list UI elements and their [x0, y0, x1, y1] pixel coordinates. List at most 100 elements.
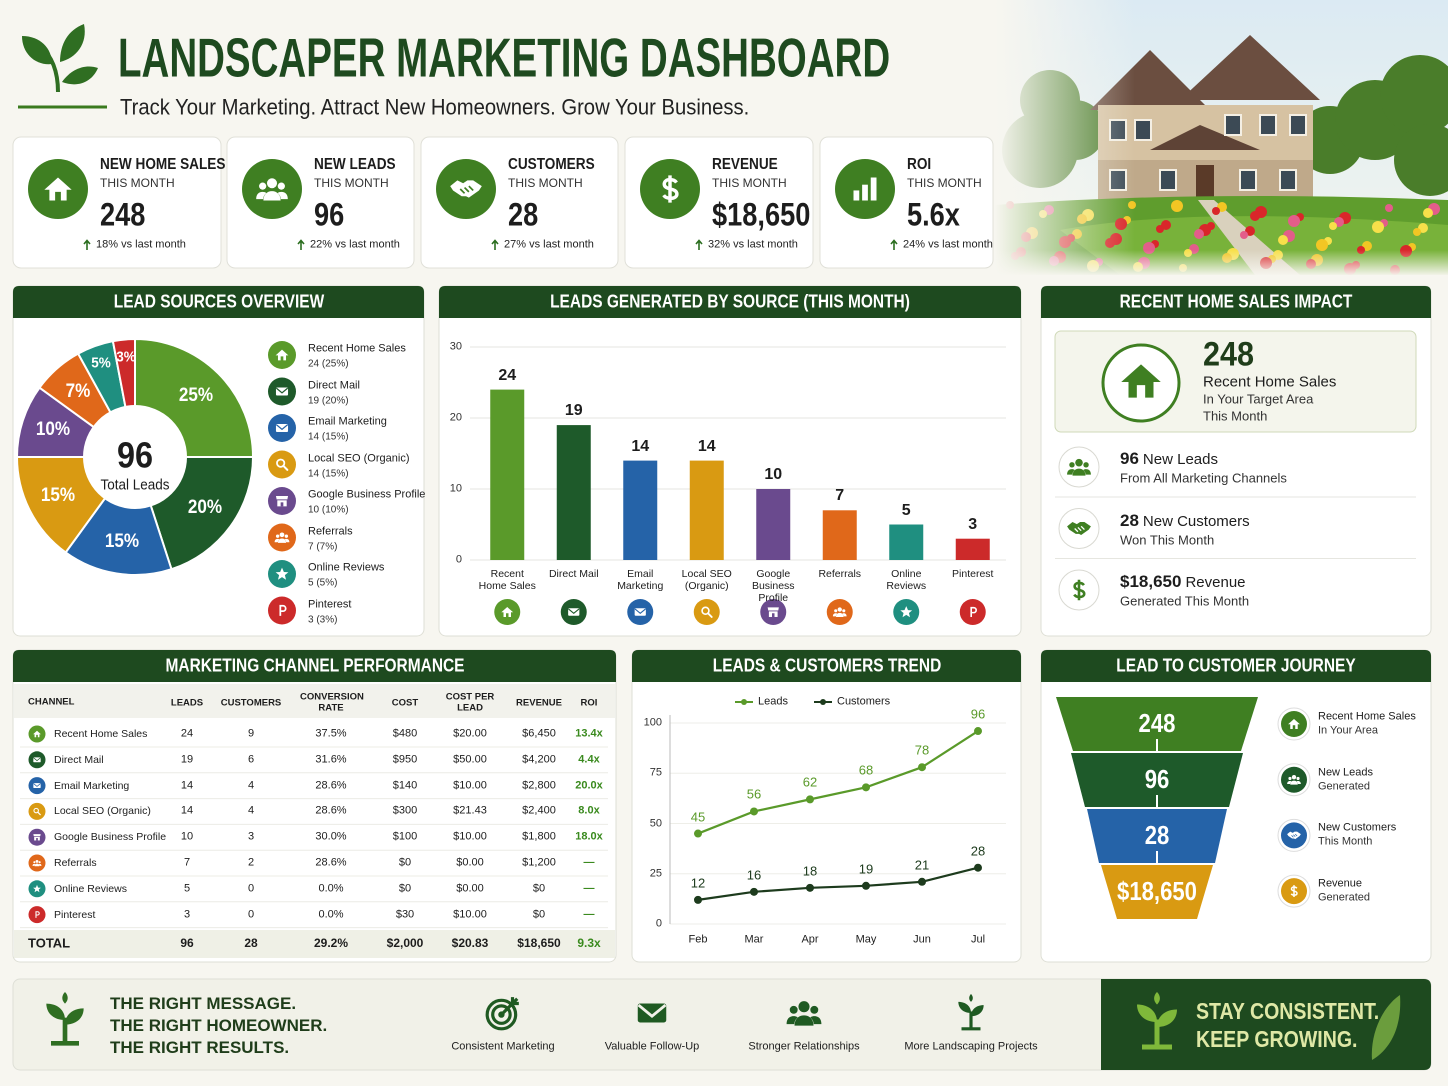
legend-detail: 24 (25%) [308, 358, 349, 370]
photo-window [1239, 169, 1257, 191]
cell: 10 [180, 830, 194, 843]
total-row-bg [14, 930, 615, 958]
cell: Recent Home Sales [54, 727, 148, 740]
impact-label: New Leads [1142, 451, 1218, 469]
cell: $1,800 [522, 830, 556, 843]
kpi-change: 22% vs last month [310, 238, 400, 251]
pie-label: 15% [41, 485, 76, 507]
logo-leaf [62, 66, 98, 85]
y-tick-label: 50 [649, 817, 662, 830]
icon-part [1067, 469, 1075, 475]
icon-glyph [1121, 364, 1161, 398]
cell: $0 [532, 882, 546, 895]
impact-sub: Won This Month [1120, 532, 1215, 548]
y-tick-label: 30 [449, 340, 462, 353]
point-label: 12 [690, 875, 706, 891]
legend-detail: 19 (20%) [308, 394, 349, 406]
subtitle: Track Your Marketing. Attract New Homeow… [120, 94, 750, 120]
photo-tree [1394, 124, 1448, 196]
cell: — [583, 856, 595, 869]
icon-part [707, 612, 713, 618]
benefit-label: Stronger Relationships [748, 1040, 860, 1053]
kpi-period: THIS MONTH [508, 176, 583, 191]
cell: $100 [392, 830, 418, 843]
cell: 7 [183, 856, 191, 869]
cell: 19 [180, 753, 194, 766]
icon-badge [826, 599, 853, 625]
icon-part [277, 191, 288, 200]
icon-part [637, 1003, 667, 1019]
legend-label: Referrals [308, 525, 353, 538]
cell: $20.00 [453, 727, 487, 740]
cell: 4 [247, 805, 255, 818]
icon-part [1075, 458, 1083, 467]
icon-part [1290, 780, 1298, 785]
icon-part [279, 532, 285, 538]
series-line [697, 866, 979, 901]
column-header: CHANNEL [28, 696, 75, 708]
photo-door [1196, 165, 1214, 200]
icon-part [634, 608, 646, 616]
kpi-period: THIS MONTH [314, 176, 389, 191]
cell: 3 [247, 830, 255, 843]
impact-hero-label: Recent Home Sales [1203, 373, 1337, 391]
photo-flower [1278, 235, 1288, 245]
funnel-value: 248 [1138, 708, 1176, 739]
icon-part [1288, 776, 1292, 781]
icon-glyph [450, 180, 482, 198]
point-label: 18 [802, 863, 818, 879]
icon-part [62, 992, 68, 1004]
total-cell: 28 [244, 936, 258, 951]
cell: 13.4x [575, 727, 603, 740]
photo-flower [1250, 211, 1260, 221]
icon-part [1121, 364, 1161, 398]
icon-part [634, 608, 646, 614]
icon-part [276, 458, 286, 468]
cell: 0.0% [318, 908, 344, 921]
icon-glyph [33, 884, 41, 893]
bar-value-label: 10 [764, 465, 783, 483]
cell: $10.00 [453, 830, 487, 843]
icon-part [789, 1005, 798, 1014]
impact-value: 96 [1120, 449, 1139, 469]
total-cell: 96 [180, 936, 194, 951]
photo-window [1259, 114, 1277, 136]
logo-leaf [60, 24, 85, 62]
photo-flower [1372, 221, 1384, 233]
legend-detail: 14 (15%) [308, 431, 349, 443]
pie-slice [64, 454, 173, 576]
cell: $2,400 [522, 805, 556, 818]
kpi-change: 32% vs last month [708, 238, 798, 251]
kpi-value: 28 [508, 196, 539, 233]
total-label: TOTAL [28, 935, 71, 951]
photo-flower [1240, 231, 1248, 239]
series-point [694, 895, 702, 904]
photo-flower [1385, 204, 1393, 212]
icon-part [275, 424, 289, 431]
cell: $10.00 [453, 908, 487, 921]
x-tick-label: May [855, 933, 877, 946]
icon-glyph [1288, 719, 1300, 729]
x-tick-label: Jun [913, 933, 931, 946]
x-tick-label: Google Business Profile [751, 568, 795, 605]
kpi-arrow [297, 239, 305, 250]
photo-flower [1329, 222, 1337, 230]
icon-part [870, 177, 877, 201]
cell: Online Reviews [54, 882, 127, 895]
icon-part [836, 612, 844, 617]
legend-label: Customers [837, 695, 891, 708]
pie-hole [83, 405, 187, 509]
icon-glyph [568, 608, 580, 616]
icon-part [662, 175, 679, 203]
icon-part [280, 502, 284, 507]
kpi-change: 24% vs last month [903, 238, 993, 251]
impact-label: New Customers [1142, 512, 1250, 530]
icon-glyph [33, 783, 41, 789]
cell: $140 [392, 779, 418, 792]
photo-flower [1288, 215, 1300, 227]
y-tick-label: 0 [655, 917, 662, 930]
total-cell: $20.83 [451, 936, 489, 951]
cell: 5 [183, 882, 191, 895]
cell: 8.0x [578, 805, 600, 818]
icon-glyph [634, 608, 646, 616]
